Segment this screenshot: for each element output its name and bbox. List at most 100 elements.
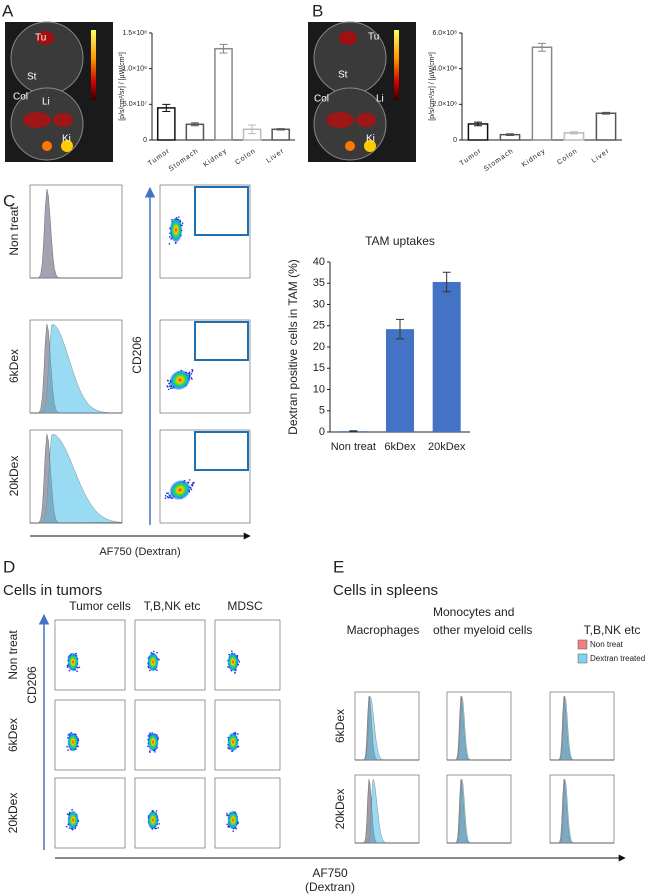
axis-label: AF750: [312, 866, 348, 880]
density-core: [147, 810, 159, 830]
event: [166, 496, 169, 498]
histogram: [550, 779, 614, 844]
plot-frame: [214, 777, 281, 849]
panel-title: Cells in tumors: [3, 582, 102, 599]
gate: [194, 431, 249, 471]
x-tick-label: Stomach: [483, 147, 515, 173]
event: [158, 823, 160, 825]
event: [71, 808, 73, 811]
event: [155, 810, 158, 812]
event: [65, 825, 68, 828]
event: [168, 243, 171, 245]
event: [235, 828, 238, 830]
x-tick-label: 20kDex: [428, 441, 466, 453]
organ-label: Ki: [62, 134, 71, 145]
event: [166, 492, 168, 495]
event: [231, 650, 233, 652]
density-core: [147, 652, 159, 672]
event: [167, 380, 169, 382]
plot-frame: [54, 619, 126, 691]
row-label: 6kDex: [6, 718, 20, 752]
error-bar: [506, 133, 514, 137]
bar: [185, 123, 205, 141]
density-core: [227, 810, 239, 830]
event: [168, 385, 171, 388]
error-bar: [276, 128, 285, 131]
y-tick-label: 5.0×10⁷: [123, 101, 148, 108]
event: [168, 236, 171, 238]
row-label: 20kDex: [333, 789, 347, 830]
event: [190, 488, 193, 491]
x-tick-label: Colon: [556, 147, 579, 166]
histogram: [30, 324, 122, 414]
y-tick-label: 30: [313, 298, 325, 310]
organ-label: Li: [376, 94, 384, 105]
y-tick-label: 15: [313, 362, 325, 374]
y-tick-label: 25: [313, 320, 325, 332]
panel-label: B: [312, 1, 323, 20]
event: [156, 651, 158, 654]
bar: [156, 107, 176, 141]
error-bar: [474, 121, 482, 127]
y-axis-label: [p/s/cm²/sr] / [µW/cm²]: [119, 52, 126, 121]
density-core: [67, 810, 79, 830]
event: [191, 378, 193, 380]
y-tick-label: 4.0×10⁸: [432, 66, 457, 73]
error-bar: [190, 122, 199, 127]
bar: [271, 128, 291, 141]
histogram: [30, 434, 122, 524]
panel-label: E: [333, 557, 344, 576]
event: [167, 497, 170, 499]
event: [68, 669, 71, 672]
signal: [364, 140, 376, 152]
bar: [531, 46, 553, 141]
error-bar: [162, 103, 171, 112]
panel-label: A: [2, 1, 14, 20]
plot-frame: [354, 774, 420, 844]
event: [188, 479, 191, 481]
histogram: [355, 696, 419, 761]
event: [148, 750, 151, 752]
density-core: [147, 732, 159, 752]
signal: [339, 31, 357, 45]
column-title: MDSC: [227, 599, 263, 613]
density-core: [169, 479, 191, 501]
event: [237, 733, 239, 735]
error-bar: [219, 43, 228, 54]
event: [190, 373, 193, 375]
y-axis-label: Dextran positive cells in TAM (%): [286, 259, 300, 435]
event: [67, 734, 70, 736]
event: [76, 670, 78, 672]
x-tick-label: Colon: [234, 147, 257, 166]
event: [226, 812, 228, 815]
organ-label: St: [338, 70, 348, 81]
bar: [432, 281, 461, 432]
histogram: [30, 189, 122, 279]
axis-label: CD206: [25, 666, 39, 704]
error-bar: [570, 131, 578, 135]
x-tick-label: Tumor: [147, 147, 171, 167]
x-tick-label: 6kDex: [384, 441, 416, 453]
histogram: [550, 696, 614, 761]
x-tick-label: Kidney: [521, 147, 547, 168]
x-tick-label: Kidney: [202, 147, 228, 168]
organ-label: St: [27, 72, 37, 83]
legend-label: Dextran treated: [590, 654, 645, 663]
x-tick-label: Tumor: [459, 147, 483, 167]
x-tick-label: Stomach: [168, 147, 200, 173]
event: [164, 497, 167, 500]
plot-frame: [54, 777, 126, 849]
error-bar: [396, 318, 404, 340]
signal: [42, 141, 52, 151]
plot-frame: [549, 691, 615, 761]
event: [167, 492, 169, 494]
legend-swatch: [577, 653, 588, 664]
axis-label: AF750 (Dextran): [99, 546, 180, 558]
signal: [61, 140, 73, 152]
legend-label: Non treat: [590, 640, 624, 649]
column-title: other myeloid cells: [433, 623, 532, 637]
plot-frame: [214, 699, 281, 771]
event: [157, 826, 159, 829]
y-tick-label: 1.0×10⁸: [122, 66, 147, 73]
